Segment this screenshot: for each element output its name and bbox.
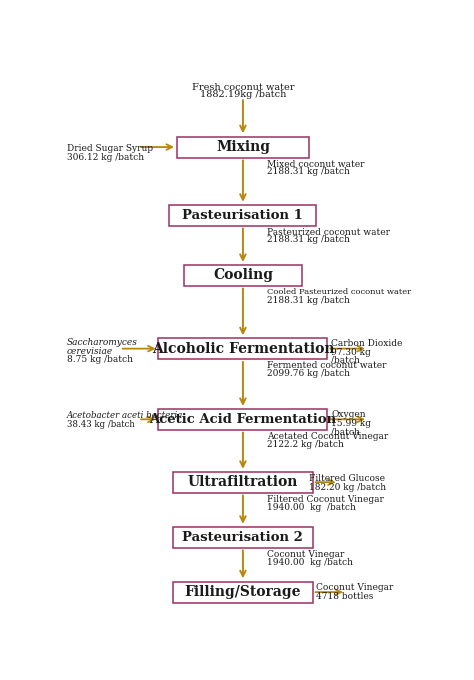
Text: Ultrafiltration: Ultrafiltration: [188, 475, 298, 489]
Text: Acetobacter aceti bacteria: Acetobacter aceti bacteria: [66, 411, 183, 420]
FancyBboxPatch shape: [158, 409, 328, 430]
Text: Acetated Coconut Vinegar: Acetated Coconut Vinegar: [267, 432, 388, 441]
Text: 306.12 kg /batch: 306.12 kg /batch: [66, 153, 144, 162]
Text: /batch: /batch: [331, 356, 360, 365]
Text: Acetic Acid Fermentation: Acetic Acid Fermentation: [149, 413, 337, 426]
Text: 4718 bottles: 4718 bottles: [316, 592, 374, 600]
Text: 2188.31 kg /batch: 2188.31 kg /batch: [267, 235, 350, 244]
Text: /batch: /batch: [331, 427, 360, 436]
Text: Alcoholic Fermentation: Alcoholic Fermentation: [152, 341, 334, 356]
Text: Filtered Glucose: Filtered Glucose: [309, 475, 385, 483]
Text: 2122.2 kg /batch: 2122.2 kg /batch: [267, 440, 344, 449]
Text: 97.30 kg: 97.30 kg: [331, 347, 371, 356]
Text: Mixing: Mixing: [216, 140, 270, 154]
Text: 1882.19kg /batch: 1882.19kg /batch: [200, 90, 286, 99]
FancyBboxPatch shape: [169, 205, 316, 226]
Text: Mixed coconut water: Mixed coconut water: [267, 160, 365, 169]
Text: Saccharomyces: Saccharomyces: [66, 338, 137, 347]
Text: 2099.76 kg /batch: 2099.76 kg /batch: [267, 369, 350, 377]
Text: Oxygen: Oxygen: [331, 411, 366, 420]
Text: Coconut Vinegar: Coconut Vinegar: [267, 550, 344, 559]
Text: Coconut Vinegar: Coconut Vinegar: [316, 583, 394, 592]
Text: Pasteurisation 2: Pasteurisation 2: [182, 530, 303, 543]
FancyBboxPatch shape: [184, 265, 301, 286]
Text: Cooled Pasteurized coconut water: Cooled Pasteurized coconut water: [267, 288, 411, 296]
Text: Cooling: Cooling: [213, 269, 273, 282]
Text: Carbon Dioxide: Carbon Dioxide: [331, 339, 402, 348]
Text: Filling/Storage: Filling/Storage: [185, 585, 301, 599]
Text: 8.75 kg /batch: 8.75 kg /batch: [66, 355, 133, 364]
FancyBboxPatch shape: [177, 137, 309, 158]
Text: Dried Sugar Syrup: Dried Sugar Syrup: [66, 144, 153, 154]
FancyBboxPatch shape: [173, 526, 313, 547]
Text: 1940.00  kg /batch: 1940.00 kg /batch: [267, 558, 353, 566]
Text: Fresh coconut water: Fresh coconut water: [191, 83, 294, 92]
Text: 2188.31 kg /batch: 2188.31 kg /batch: [267, 167, 350, 177]
Text: 38.43 kg /batch: 38.43 kg /batch: [66, 420, 134, 429]
Text: 1940.00  kg  /batch: 1940.00 kg /batch: [267, 503, 356, 511]
Text: 15.99 kg: 15.99 kg: [331, 419, 371, 428]
Text: Filtered Coconut Vinegar: Filtered Coconut Vinegar: [267, 495, 383, 505]
FancyBboxPatch shape: [173, 581, 313, 602]
Text: 182.20 kg /batch: 182.20 kg /batch: [309, 483, 386, 492]
Text: 2188.31 kg /batch: 2188.31 kg /batch: [267, 296, 350, 305]
FancyBboxPatch shape: [173, 472, 313, 492]
Text: Pasteurisation 1: Pasteurisation 1: [182, 209, 303, 222]
Text: Fermented coconut water: Fermented coconut water: [267, 361, 386, 370]
Text: cerevisiae: cerevisiae: [66, 347, 113, 356]
FancyBboxPatch shape: [158, 338, 328, 359]
Text: Pasteurized coconut water: Pasteurized coconut water: [267, 228, 390, 237]
